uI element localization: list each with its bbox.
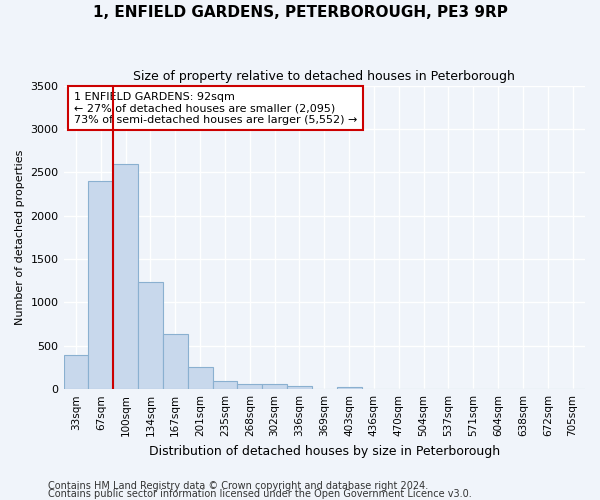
Bar [238,384,262,389]
Bar [163,334,188,389]
Bar [188,366,212,389]
Bar [138,282,163,389]
Bar [113,164,138,389]
Text: 1 ENFIELD GARDENS: 92sqm
← 27% of detached houses are smaller (2,095)
73% of sem: 1 ENFIELD GARDENS: 92sqm ← 27% of detach… [74,92,358,125]
Text: 1, ENFIELD GARDENS, PETERBOROUGH, PE3 9RP: 1, ENFIELD GARDENS, PETERBOROUGH, PE3 9R… [92,5,508,20]
Y-axis label: Number of detached properties: Number of detached properties [15,150,25,325]
Bar [64,356,88,389]
Bar [88,181,113,389]
Bar [212,380,238,389]
Text: Contains public sector information licensed under the Open Government Licence v3: Contains public sector information licen… [48,489,472,499]
Bar [262,384,287,389]
X-axis label: Distribution of detached houses by size in Peterborough: Distribution of detached houses by size … [149,444,500,458]
Bar [337,386,362,389]
Bar [287,386,312,389]
Text: Contains HM Land Registry data © Crown copyright and database right 2024.: Contains HM Land Registry data © Crown c… [48,481,428,491]
Title: Size of property relative to detached houses in Peterborough: Size of property relative to detached ho… [133,70,515,83]
